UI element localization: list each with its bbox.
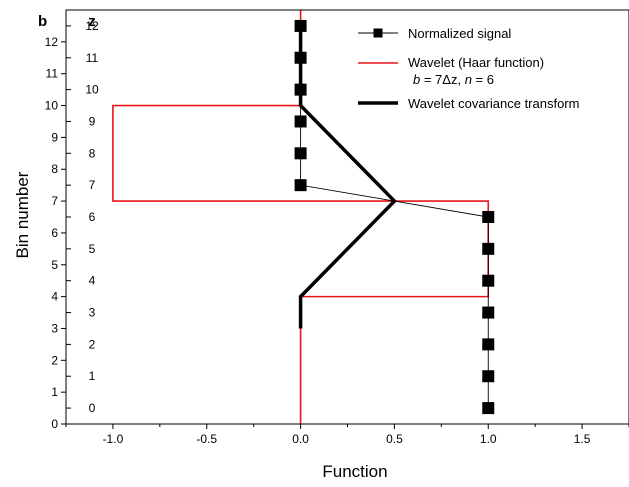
x-tick-label: -0.5 [196,432,217,446]
signal-point [294,51,307,64]
series-haar-line [112,10,490,424]
z-tick-label: 5 [89,242,96,256]
y-tick-label: 0 [51,417,58,431]
y-tick-label: 11 [46,67,59,81]
y-tick-label: 5 [51,258,58,272]
y-tick-label: 2 [51,353,58,367]
panel-label: b [38,13,47,30]
legend-haar-label: Wavelet (Haar function) [408,55,544,70]
x-axis-label: Function [322,462,387,481]
y-tick-label: 7 [51,194,58,208]
x-tick-label: 0.0 [292,432,309,446]
x-tick-label: 1.5 [574,432,591,446]
z-axis-label: z [88,13,96,30]
y-tick-label: 3 [51,321,58,335]
y-tick-label: 8 [51,162,58,176]
ticks: -1.0 -0.5 0.0 0.5 1.0 1.501234567891011120123… [45,19,629,446]
x-tick-label: 1.0 [480,432,497,446]
z-tick-label: 10 [85,83,99,97]
legend-haar-params: b = 7Δz, n = 6 [413,72,494,87]
y-tick-label: 10 [45,99,59,113]
plot-frame [65,9,629,425]
signal-point [482,338,495,351]
legend-wct-label: Wavelet covariance transform [408,96,579,111]
legend-signal-marker [373,28,383,38]
series-wct-line [298,25,397,329]
z-tick-label: 3 [89,306,96,320]
legend: Normalized signal Wavelet (Haar function… [358,26,579,111]
x-tick-label: -1.0 [103,432,124,446]
signal-point [294,179,307,192]
z-tick-label: 4 [89,274,96,288]
y-tick-label: 12 [45,35,59,49]
signal-point [294,147,307,160]
signal-point [482,211,495,223]
z-tick-label: 8 [89,146,96,160]
signal-point [294,115,307,128]
signal-point [294,19,307,32]
y-tick-label: 4 [51,290,58,304]
signal-point [482,370,495,383]
x-tick-label: 0.5 [386,432,403,446]
z-tick-label: 7 [89,178,96,192]
z-tick-label: 12 [85,19,99,33]
z-tick-label: 9 [89,114,96,128]
legend-signal-label: Normalized signal [408,26,511,41]
z-tick-label: 6 [89,210,96,224]
signal-point [482,242,495,255]
y-tick-label: 9 [51,130,58,144]
signal-point [482,274,495,287]
z-tick-label: 1 [89,369,96,383]
signal-point [482,306,495,319]
z-tick-label: 2 [89,337,96,351]
z-tick-label: 0 [89,401,96,415]
signal-point [294,83,307,96]
plot-area [112,10,495,424]
signal-point [482,402,495,415]
y-axis-label: Bin number [13,171,32,258]
y-tick-label: 6 [51,226,58,240]
z-tick-label: 11 [86,51,99,65]
y-tick-label: 1 [51,385,58,399]
